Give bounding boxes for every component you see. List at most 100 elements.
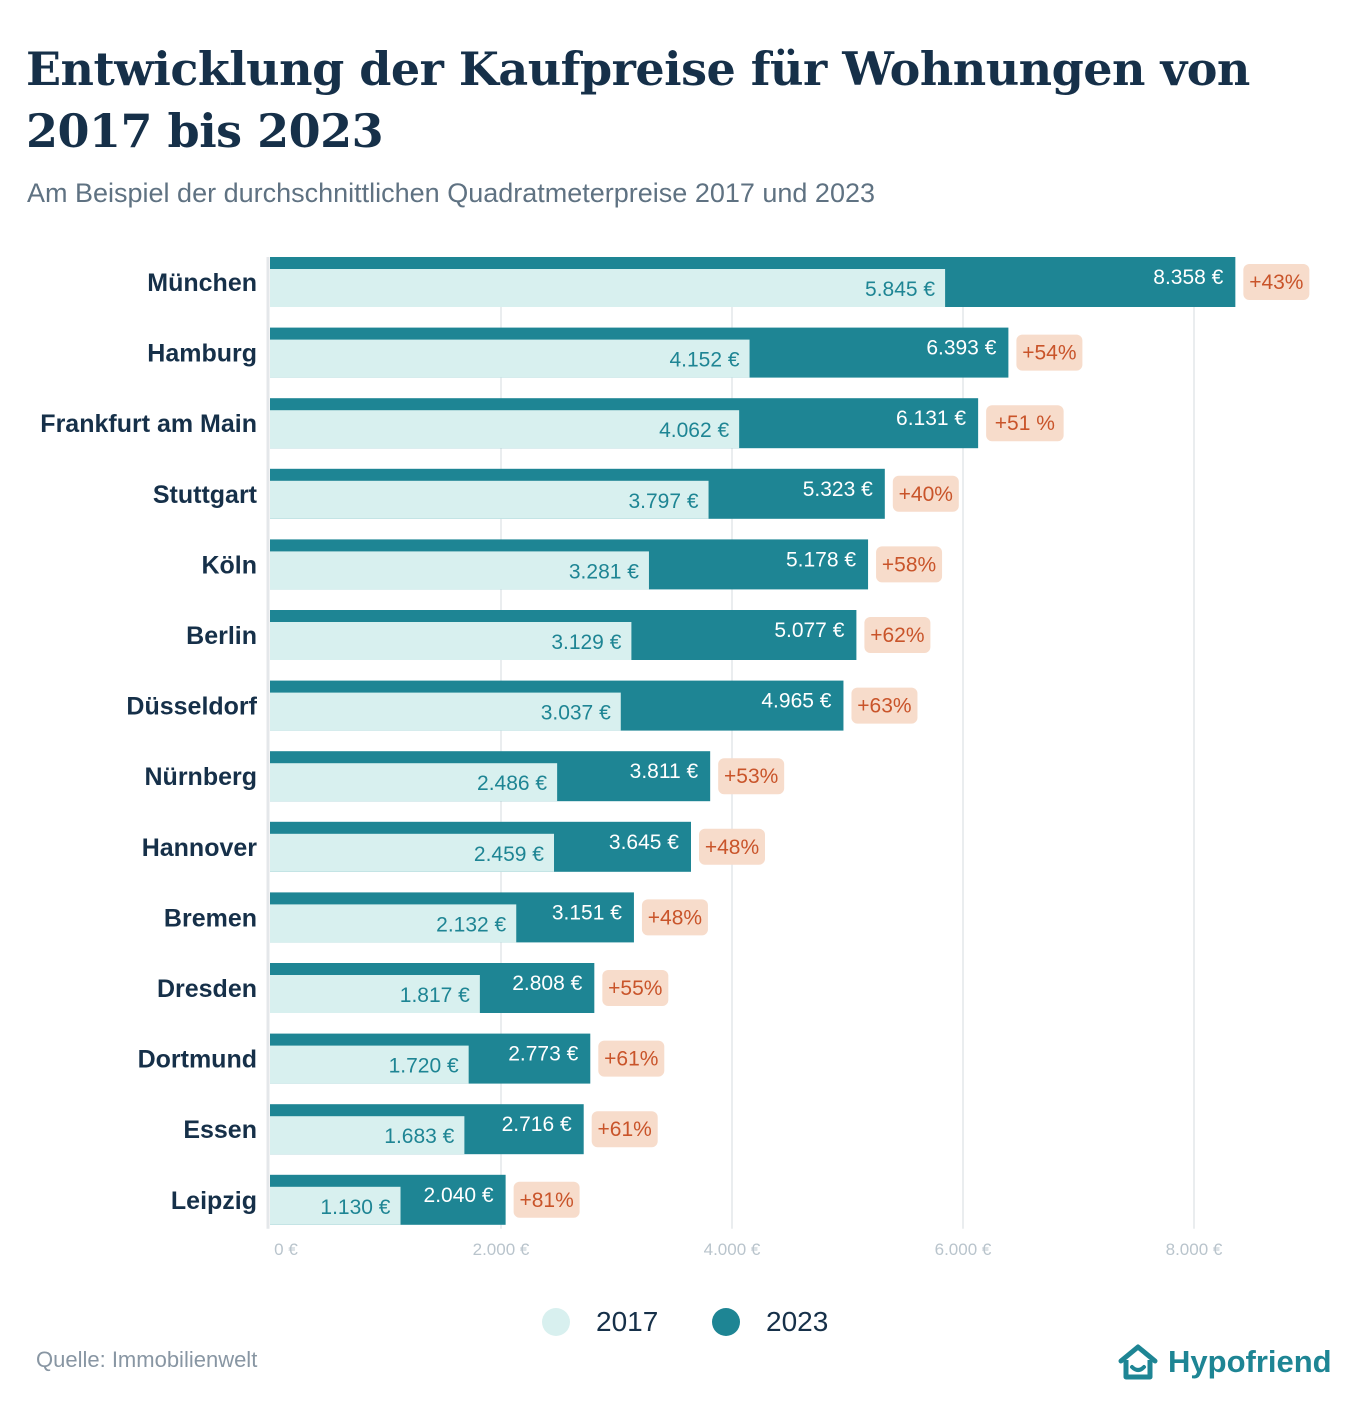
source-note: Quelle: Immobilienwelt <box>36 1347 258 1372</box>
change-badge <box>641 899 708 936</box>
category-label: Düsseldorf <box>126 693 257 721</box>
chart-subtitle: Am Beispiel der durchschnittlichen Quadr… <box>27 178 875 208</box>
x-tick-label: 6.000 € <box>935 1240 992 1259</box>
category-label: Leipzig <box>171 1187 257 1215</box>
x-tick-label: 8.000 € <box>1166 1240 1223 1259</box>
value-label-2017: 2.459 € <box>474 843 544 866</box>
value-label-2023: 6.393 € <box>926 337 996 360</box>
value-label-2023: 5.077 € <box>774 619 844 642</box>
bar-2017 <box>270 975 480 1013</box>
category-label: Hannover <box>142 834 258 862</box>
change-badge <box>1016 334 1083 371</box>
change-badge <box>513 1181 580 1218</box>
value-label-2023: 3.645 € <box>609 831 679 854</box>
legend-item-2023: 2023 <box>712 1300 828 1344</box>
value-label-2023: 3.811 € <box>630 760 699 783</box>
bar-2017 <box>270 622 632 660</box>
legend: 2017 2023 <box>0 1300 1356 1344</box>
change-badge <box>892 475 959 512</box>
value-label-2017: 1.817 € <box>400 984 470 1007</box>
change-badge-label: +48% <box>648 906 702 929</box>
value-label-2023: 4.965 € <box>761 690 831 713</box>
value-label-2017: 5.845 € <box>865 278 935 301</box>
legend-label-2023: 2023 <box>766 1306 829 1337</box>
category-label: Frankfurt am Main <box>40 410 257 438</box>
chart-title: Entwicklung der Kaufpreise für Wohnungen… <box>26 42 1250 158</box>
bar-2017 <box>270 410 740 449</box>
value-label-2017: 1.130 € <box>320 1196 390 1219</box>
x-tick-label: 4.000 € <box>704 1240 761 1259</box>
legend-label-2017: 2017 <box>596 1306 659 1337</box>
category-label: Bremen <box>164 904 257 932</box>
value-label-2017: 4.152 € <box>669 349 739 372</box>
value-label-2023: 5.178 € <box>786 548 856 571</box>
bar-chart: 0 € 2.000 € 4.000 € 6.000 € 8.000 € München 5.… <box>40 257 1310 1259</box>
category-label: Nürnberg <box>145 763 258 791</box>
category-label: Köln <box>201 551 257 579</box>
value-label-2017: 3.037 € <box>541 702 611 725</box>
change-badge-label: +43% <box>1249 271 1303 294</box>
change-badge-label: +63% <box>857 695 911 718</box>
value-label-2023: 5.323 € <box>803 478 873 501</box>
value-label-2017: 3.129 € <box>551 631 621 654</box>
change-badge-label: +53% <box>724 765 778 788</box>
change-badge <box>718 758 785 795</box>
value-label-2017: 4.062 € <box>659 419 729 442</box>
legend-swatch-2023 <box>712 1308 740 1336</box>
value-label-2017: 3.797 € <box>628 490 698 513</box>
value-label-2017: 2.132 € <box>436 913 506 936</box>
bar-2017 <box>270 1116 465 1155</box>
change-badge-label: +54% <box>1022 342 1076 365</box>
change-badge-label: +51 % <box>995 412 1055 435</box>
change-badge <box>1243 264 1310 300</box>
value-label-2017: 1.720 € <box>389 1055 459 1078</box>
bar-2017 <box>270 904 517 943</box>
change-badge-label: +62% <box>870 624 924 647</box>
change-badge-label: +40% <box>899 483 953 506</box>
bar-2017 <box>270 480 709 519</box>
change-badge <box>851 687 918 724</box>
bar-2017 <box>270 1045 469 1084</box>
change-badge <box>602 970 669 1006</box>
change-badge-label: +48% <box>705 836 759 859</box>
bar-2017 <box>270 692 621 731</box>
change-badge <box>864 617 931 653</box>
brand-logo: Hypofriend <box>1118 1343 1332 1381</box>
bar-2017 <box>270 551 649 590</box>
value-label-2017: 1.683 € <box>384 1125 454 1148</box>
legend-item-2017: 2017 <box>542 1300 658 1344</box>
house-logo-icon <box>1118 1344 1158 1380</box>
value-label-2023: 8.358 € <box>1153 266 1223 289</box>
change-badge-label: +81% <box>519 1189 573 1212</box>
change-badge-label: +61% <box>604 1048 658 1071</box>
value-label-2017: 3.281 € <box>569 560 639 583</box>
bar-2017 <box>270 1186 401 1225</box>
brand-name: Hypofriend <box>1168 1344 1332 1379</box>
change-badge <box>986 405 1064 442</box>
category-label: Hamburg <box>147 340 257 368</box>
change-badge-label: +61% <box>598 1118 652 1141</box>
value-label-2017: 2.486 € <box>477 772 547 795</box>
bar-2017 <box>270 269 946 307</box>
category-label: Dortmund <box>138 1046 257 1074</box>
value-label-2023: 2.040 € <box>424 1184 494 1207</box>
change-badge-label: +58% <box>882 553 936 576</box>
category-label: Dresden <box>157 975 257 1003</box>
change-badge <box>598 1040 665 1077</box>
value-label-2023: 6.131 € <box>896 407 966 430</box>
category-label: Essen <box>183 1116 257 1144</box>
category-label: Stuttgart <box>153 481 258 509</box>
x-tick-label: 2.000 € <box>473 1240 530 1259</box>
bar-2017 <box>270 833 555 872</box>
category-label: Berlin <box>186 622 257 650</box>
value-label-2023: 2.716 € <box>502 1113 572 1136</box>
bar-2017 <box>270 763 558 802</box>
change-badge <box>876 546 943 583</box>
bar-2017 <box>270 339 750 378</box>
change-badge-label: +55% <box>608 977 662 1000</box>
legend-swatch-2017 <box>542 1308 570 1336</box>
value-label-2023: 2.773 € <box>508 1043 578 1066</box>
value-label-2023: 2.808 € <box>512 972 582 995</box>
change-badge <box>591 1111 658 1148</box>
change-badge <box>698 828 765 865</box>
